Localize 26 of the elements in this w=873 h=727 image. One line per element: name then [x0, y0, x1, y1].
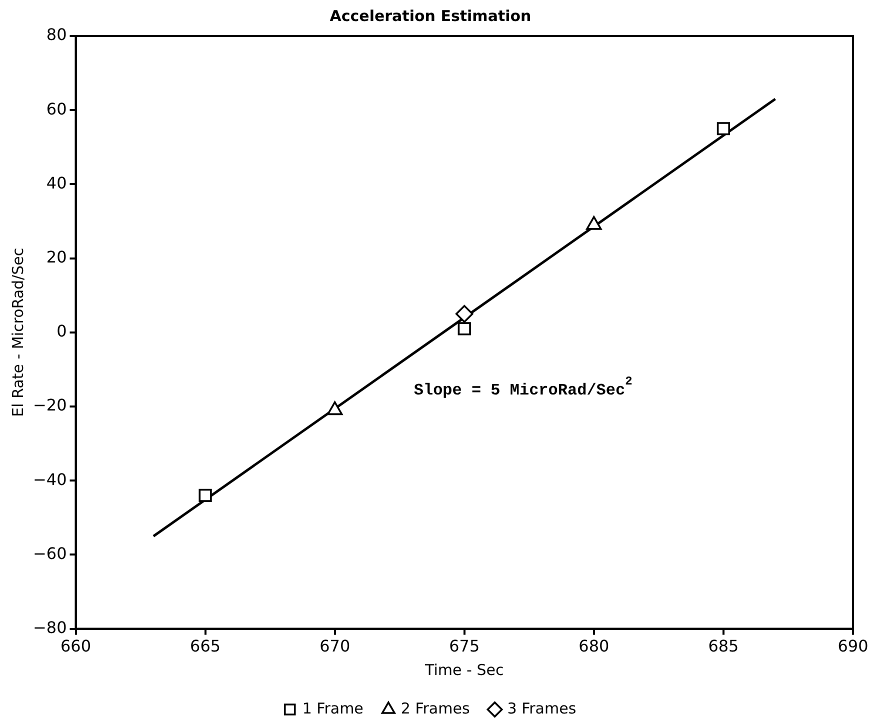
- x-tick-label: 690: [838, 636, 868, 656]
- x-tick-label: 660: [60, 636, 92, 656]
- legend-label: 2 Frames: [400, 699, 470, 718]
- y-tick-label: 60: [46, 99, 67, 118]
- x-tick-label: 665: [190, 636, 221, 656]
- y-axis-title: El Rate - MicroRad/Sec: [8, 248, 27, 417]
- point: [458, 322, 471, 336]
- y-tick-label: −40: [33, 470, 67, 489]
- point: [716, 122, 730, 136]
- y-tick-label: −60: [33, 544, 67, 563]
- point: [198, 488, 212, 502]
- y-tick-label: 80: [46, 25, 67, 44]
- y-tick-label: 0: [56, 322, 67, 341]
- chart-title: Acceleration Estimation: [330, 6, 532, 25]
- x-tick-label: 670: [320, 636, 350, 656]
- y-tick-label: −80: [33, 618, 67, 637]
- y-tick-label: 40: [46, 173, 67, 192]
- point: [455, 304, 474, 323]
- legend-label: 1 Frame: [302, 699, 364, 718]
- x-tick-label: 675: [449, 636, 480, 656]
- y-tick-label: 20: [46, 247, 67, 266]
- x-tick-label: 685: [708, 636, 739, 656]
- y-tick-label: −20: [33, 396, 67, 415]
- x-tick-label: 680: [578, 636, 610, 656]
- legend-label: 3 Frames: [507, 699, 576, 718]
- x-axis-title: Time - Sec: [424, 660, 504, 679]
